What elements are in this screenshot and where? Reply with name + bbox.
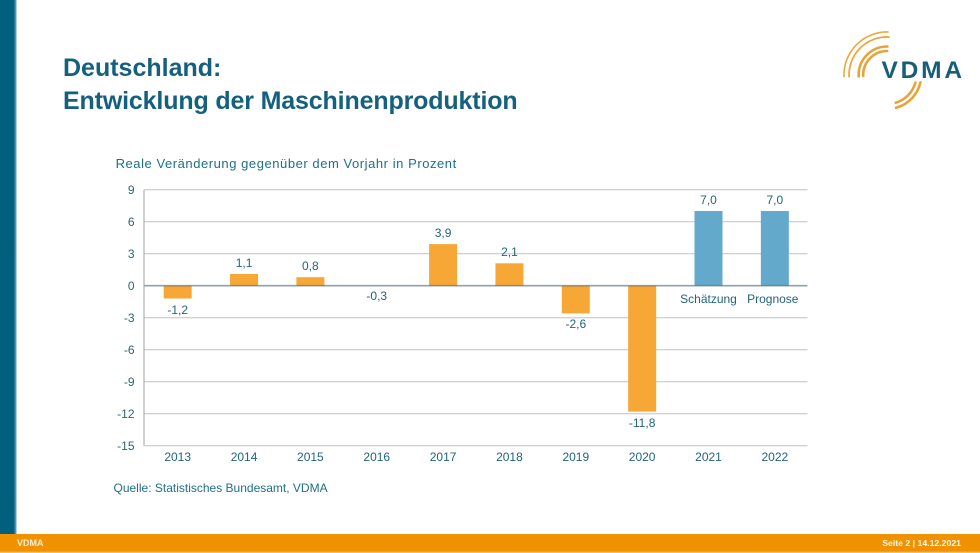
svg-text:VDMA: VDMA (882, 57, 965, 84)
